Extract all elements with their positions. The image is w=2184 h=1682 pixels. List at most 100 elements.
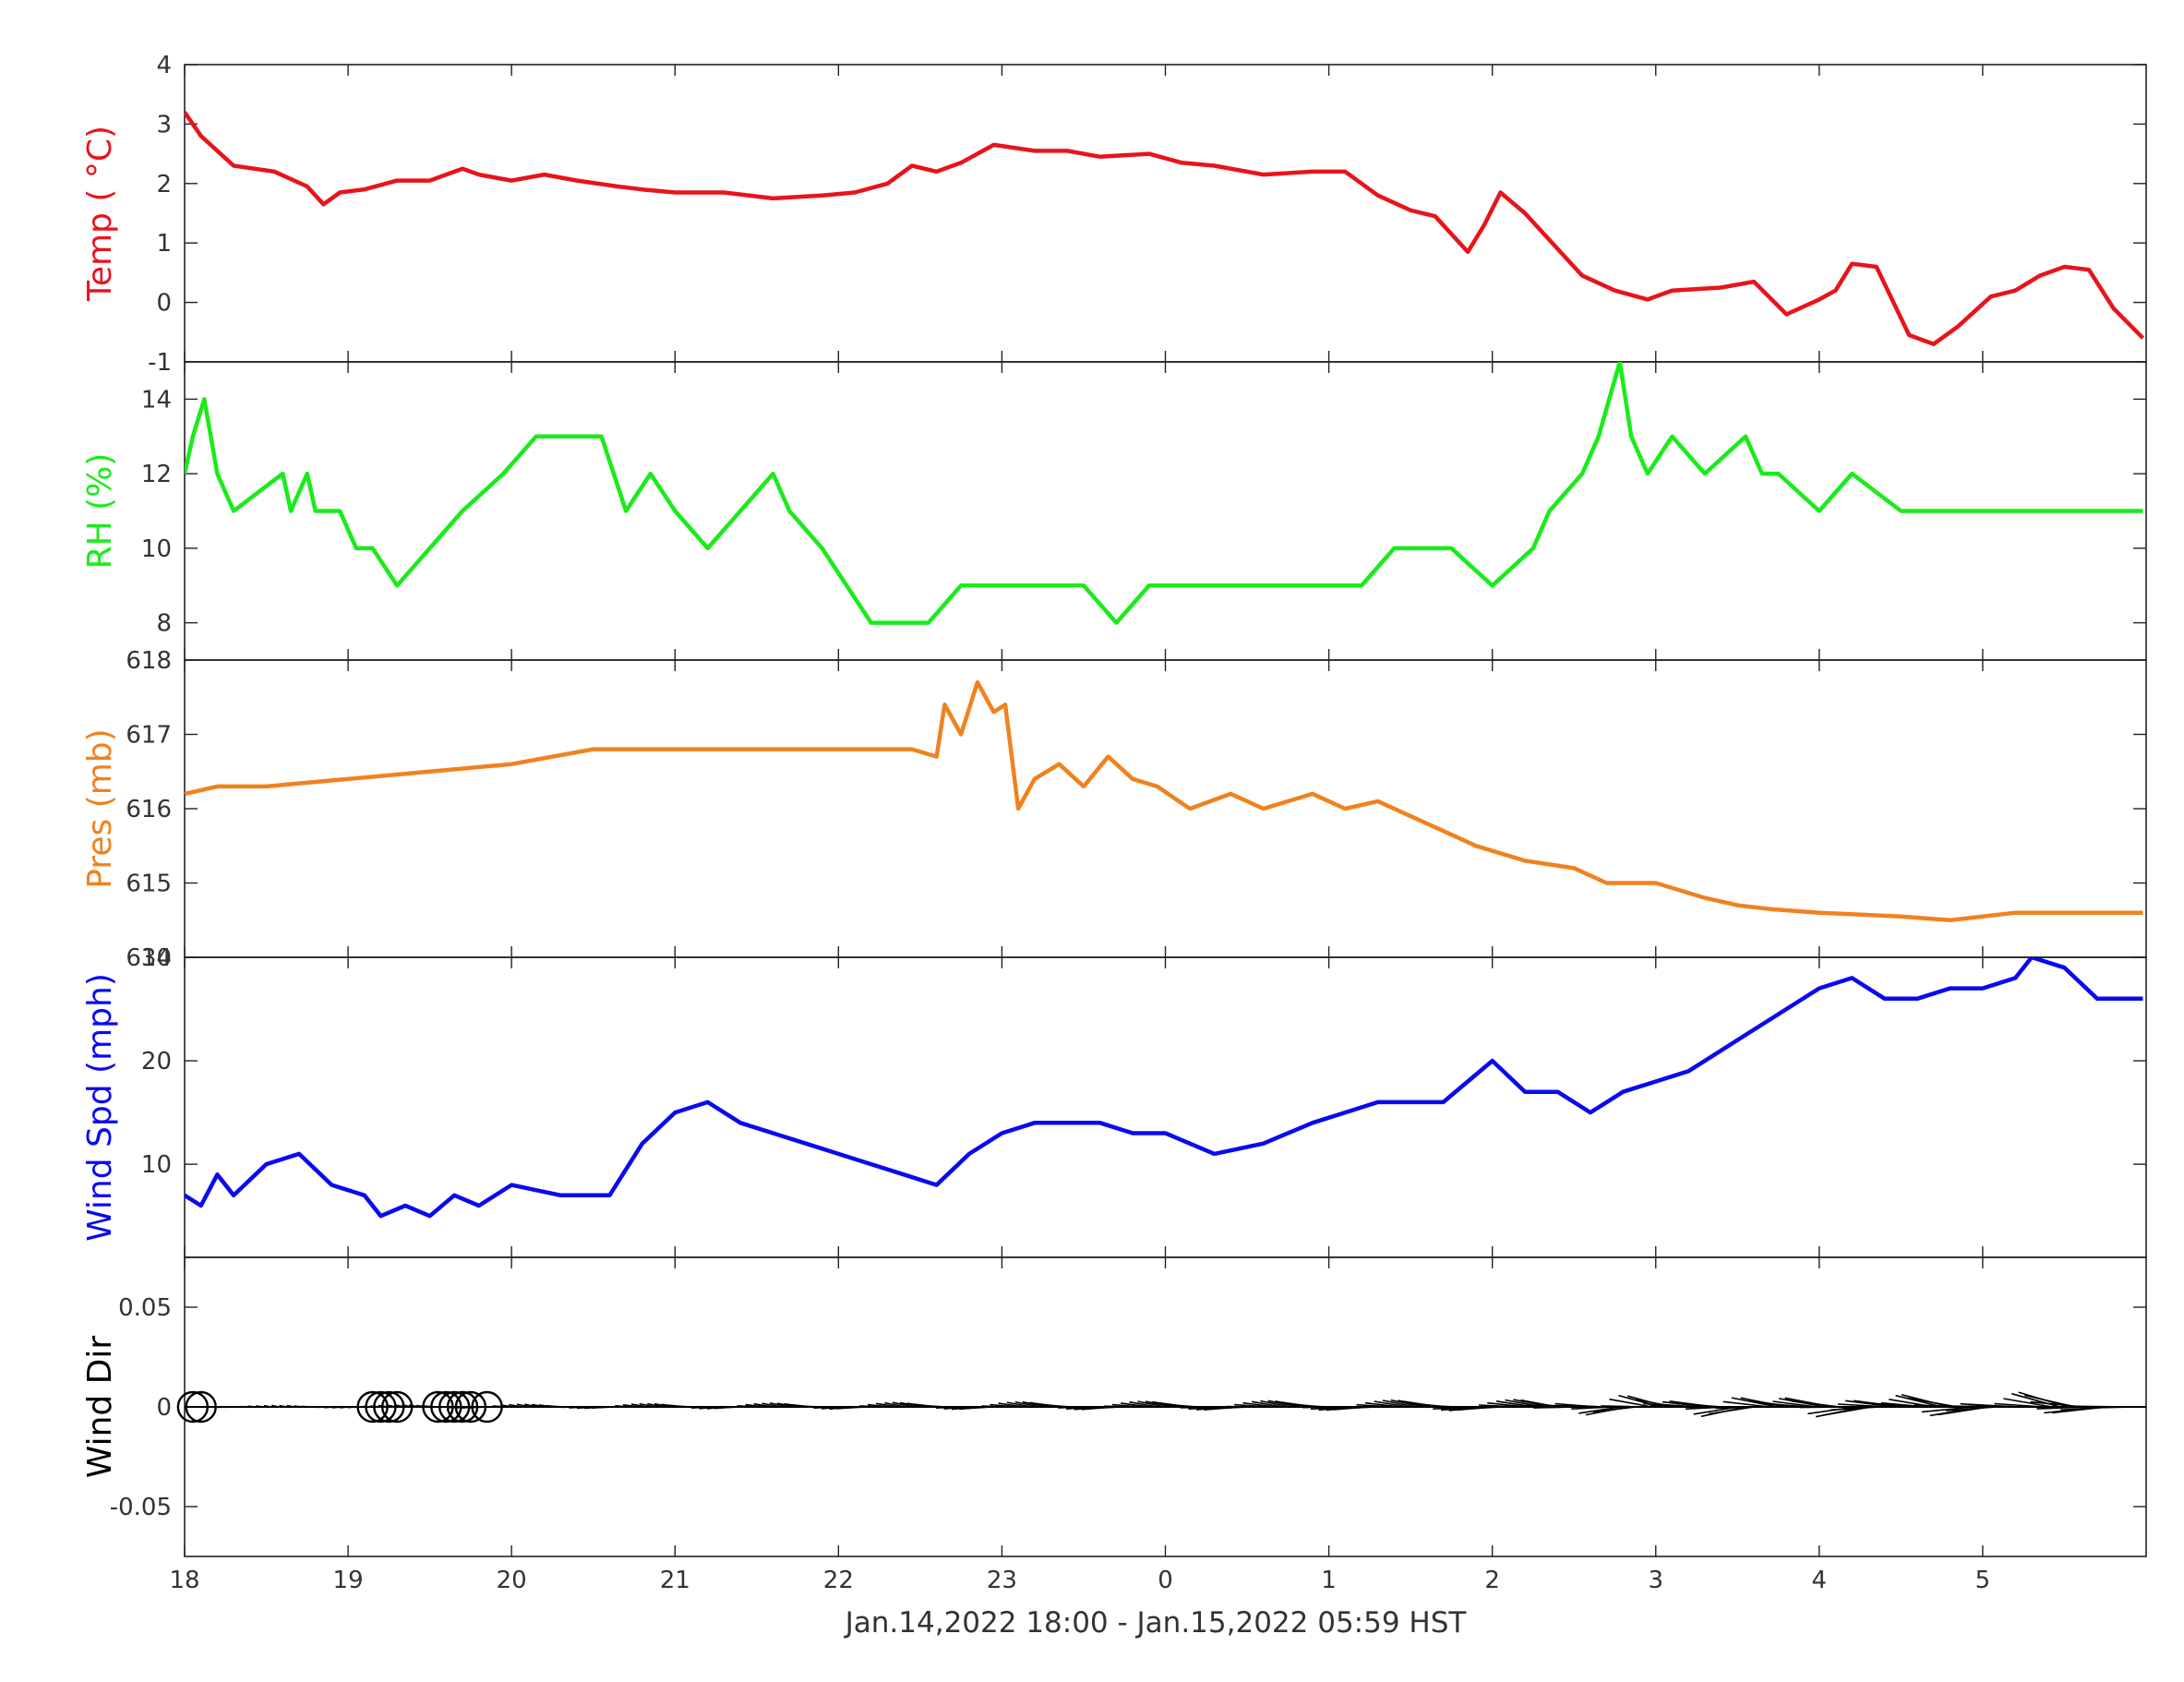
wind-arrow [492, 1405, 507, 1408]
x-axis-label: Jan.14,2022 18:00 - Jan.15,2022 05:59 HS… [844, 1606, 1468, 1640]
y-tick-label: 10 [141, 1151, 172, 1179]
calm-marker [446, 1390, 479, 1424]
wind-arrow [654, 1402, 672, 1408]
calm-marker [430, 1390, 462, 1424]
wind-arrow [1609, 1398, 1652, 1408]
panel-3: 10 20 30 Wind Spd (mph) [81, 944, 2147, 1258]
calm-marker [422, 1390, 454, 1424]
wind-arrow [217, 1406, 224, 1409]
wind-arrow [1267, 1400, 1300, 1408]
wind-arrow [1792, 1400, 1841, 1408]
wind-arrow [1310, 1406, 1347, 1411]
wind-arrow [294, 1405, 303, 1408]
wind-arrow [630, 1403, 648, 1408]
wind-arrow [1374, 1400, 1410, 1408]
series-line [185, 362, 2143, 625]
wind-arrow [1677, 1402, 1723, 1408]
y-tick-label: 10 [141, 535, 172, 563]
x-tick-label: 4 [1812, 1567, 1828, 1594]
wind-arrow [1571, 1406, 1614, 1410]
wind-arrow [263, 1404, 271, 1408]
wind-arrow [762, 1402, 782, 1408]
wind-arrow [1578, 1406, 1621, 1414]
panel-2: 614 615 616 617 618 Pres (mb) [81, 647, 2147, 972]
wind-arrow [1478, 1404, 1519, 1408]
x-tick-label: 2 [1484, 1567, 1500, 1594]
wind-arrow [1772, 1400, 1818, 1408]
wind-arrow [2030, 1400, 2084, 1408]
panel-4: -0.05 0 0.05 Wind Dir [81, 1256, 2147, 1557]
wind-arrow [1837, 1403, 1888, 1408]
x-tick-label: 1 [1321, 1567, 1337, 1594]
y-tick-label: -0.05 [110, 1494, 172, 1521]
wind-arrow [1364, 1401, 1401, 1408]
y-tick-label: 14 [141, 386, 172, 414]
y-tick-label: 20 [141, 1048, 172, 1075]
wind-arrow [821, 1406, 845, 1410]
wind-arrow [615, 1405, 632, 1408]
wind-arrow [1433, 1406, 1472, 1410]
wind-arrow [859, 1405, 883, 1408]
wind-arrow [1145, 1400, 1174, 1408]
x-tick-label: 19 [333, 1567, 364, 1594]
wind-arrow [1111, 1403, 1143, 1408]
wind-arrow [1921, 1406, 1974, 1413]
wind-arrow [516, 1403, 531, 1408]
panel-0: -1 0 1 2 3 4 Temp ( °C) [81, 52, 2147, 377]
wind-arrow [256, 1405, 264, 1408]
series-line [185, 679, 2143, 923]
calm-marker [373, 1390, 405, 1424]
y-axis-title: Temp ( °C) [81, 126, 119, 302]
y-tick-label: 30 [141, 944, 172, 972]
wind-arrow [745, 1403, 766, 1408]
wind-arrow [1601, 1405, 1645, 1408]
wind-arrow [1382, 1400, 1417, 1408]
wind-arrow [639, 1402, 656, 1408]
wind-arrow [500, 1404, 515, 1408]
wind-arrow [1242, 1401, 1276, 1408]
wind-arrow [622, 1404, 641, 1408]
x-tick-label: 18 [169, 1567, 199, 1594]
wind-arrow [1547, 1404, 1590, 1408]
calm-marker [185, 1390, 217, 1424]
wind-arrow [1495, 1400, 1535, 1408]
wind-arrow [1487, 1401, 1527, 1408]
y-tick-label: -1 [148, 349, 172, 377]
wind-arrow [753, 1402, 774, 1408]
wind-arrow [1356, 1403, 1394, 1408]
y-axis-title: Wind Dir [81, 1336, 119, 1479]
wind-arrow [247, 1405, 256, 1408]
calm-marker [365, 1390, 397, 1424]
wind-arrow [576, 1406, 594, 1410]
wind-arrow [884, 1401, 907, 1408]
wind-arrow [1260, 1400, 1291, 1408]
wind-arrow [737, 1405, 758, 1408]
panel-frame [184, 64, 2147, 363]
wind-arrow [509, 1403, 522, 1408]
wind-arrow [286, 1404, 295, 1408]
wind-arrow [1708, 1406, 1755, 1415]
wind-arrow [301, 1405, 311, 1408]
y-axis-title: RH (%) [81, 453, 119, 570]
wind-arrow [1006, 1401, 1033, 1408]
x-tick-label: 22 [823, 1567, 854, 1594]
wind-arrow [899, 1401, 923, 1408]
x-tick-label: 3 [1648, 1567, 1663, 1594]
wind-arrow [1872, 1403, 1919, 1408]
wind-arrow [271, 1404, 280, 1408]
panel-1: 8 10 12 14 RH (%) [81, 361, 2147, 661]
wind-arrow [1188, 1406, 1221, 1411]
panel-frame [184, 361, 2147, 661]
wind-arrow [867, 1403, 892, 1408]
y-tick-label: 617 [126, 722, 172, 750]
wind-arrow [1656, 1403, 1699, 1408]
y-tick-label: 0.05 [118, 1294, 172, 1322]
wind-arrow [370, 1405, 381, 1408]
wind-arrow [998, 1402, 1025, 1408]
wind-arrow [1985, 1405, 2037, 1408]
wind-arrow [1318, 1406, 1354, 1412]
y-tick-label: 0 [156, 1394, 172, 1422]
wind-arrow [1946, 1406, 1998, 1412]
y-tick-label: 4 [156, 52, 172, 79]
